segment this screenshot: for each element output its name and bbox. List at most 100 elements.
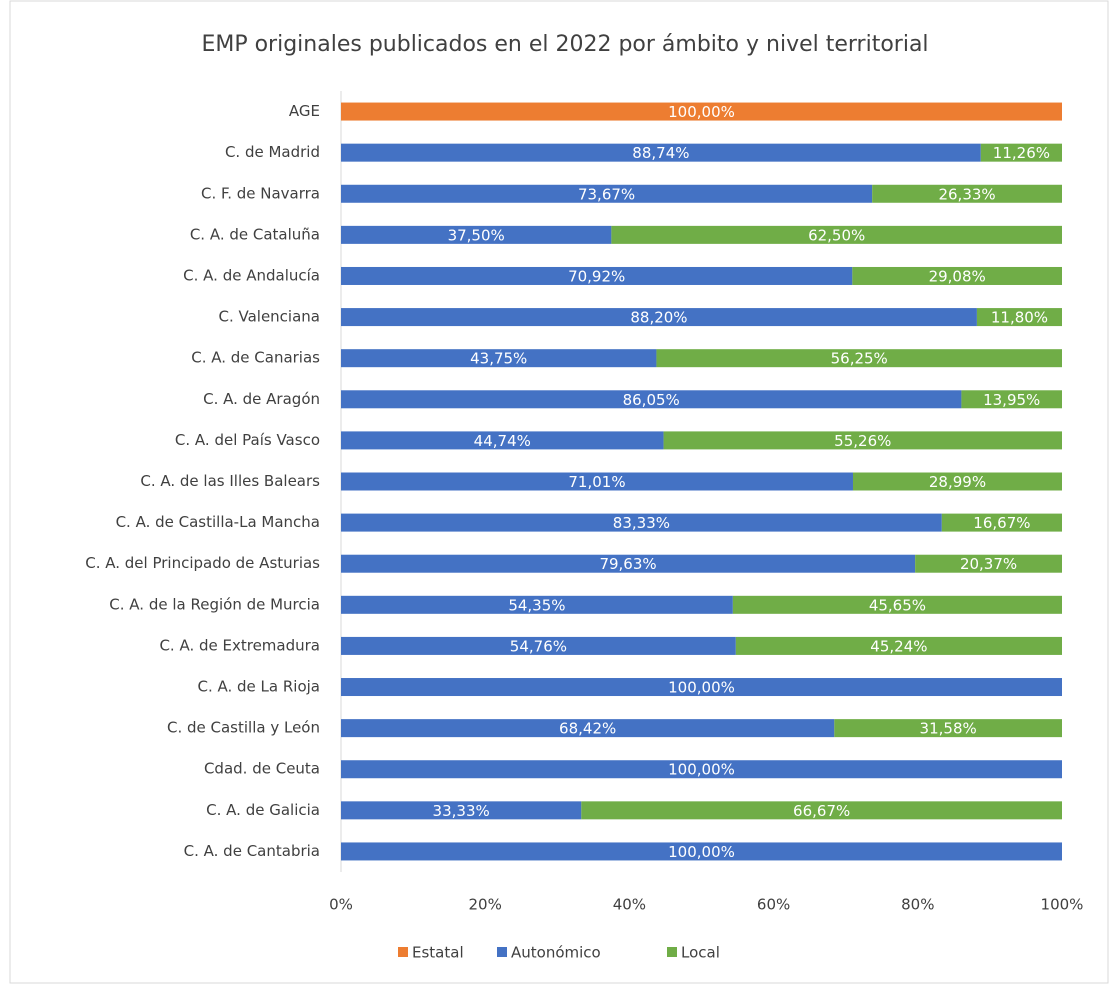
bar-segment <box>341 431 664 450</box>
bar-segment <box>341 678 1062 697</box>
bar-segment <box>735 636 1062 655</box>
bar-segment <box>852 266 1062 285</box>
y-tick-label: C. A. de Cataluña <box>190 225 320 243</box>
bar-segment <box>341 308 977 327</box>
y-tick-label: C. F. de Navarra <box>201 184 320 202</box>
bar-segment <box>980 143 1062 162</box>
y-tick-label: C. A. de las Illes Balears <box>140 472 320 490</box>
data-label: 79,63% <box>599 555 656 573</box>
y-tick-label: C. A. del País Vasco <box>175 431 320 449</box>
y-tick-label: C. A. de Galicia <box>206 801 320 819</box>
bar-segment <box>341 102 1062 121</box>
legend-swatch <box>667 947 677 957</box>
bar-segment <box>341 225 612 244</box>
data-label: 100,00% <box>668 679 735 697</box>
bar-segment <box>961 390 1062 409</box>
data-label: 73,67% <box>578 185 635 203</box>
bar-segment <box>915 554 1062 573</box>
data-label: 54,76% <box>510 637 567 655</box>
legend-label: Autonómico <box>511 944 601 962</box>
data-label: 44,74% <box>474 432 531 450</box>
bar-segment <box>341 760 1062 779</box>
data-label: 13,95% <box>983 391 1040 409</box>
bar-segment <box>581 801 1062 820</box>
data-label: 28,99% <box>929 473 986 491</box>
bar-segment <box>611 225 1062 244</box>
data-label: 100,00% <box>668 103 735 121</box>
y-tick-label: C. A. de Aragón <box>203 390 320 408</box>
bar-segment <box>341 184 873 203</box>
bar-segment <box>341 719 835 738</box>
data-label: 86,05% <box>623 391 680 409</box>
y-tick-label: C. de Madrid <box>225 143 320 161</box>
bar-segment <box>341 801 582 820</box>
data-label: 100,00% <box>668 843 735 861</box>
y-tick-label: C. A. de La Rioja <box>197 678 320 696</box>
bar-segment <box>341 636 736 655</box>
x-tick-label: 40% <box>613 896 646 914</box>
bar-segment <box>976 308 1062 327</box>
data-label: 16,67% <box>973 514 1030 532</box>
bar-segment <box>872 184 1062 203</box>
bar-segment <box>341 472 853 491</box>
data-label: 71,01% <box>568 473 625 491</box>
data-label: 55,26% <box>834 432 891 450</box>
bar-segment <box>852 472 1062 491</box>
y-tick-label: C. A. del Principado de Asturias <box>85 554 320 572</box>
bar-segment <box>732 595 1062 614</box>
x-tick-label: 60% <box>757 896 790 914</box>
data-label: 33,33% <box>433 802 490 820</box>
legend-label: Estatal <box>412 944 464 962</box>
data-label: 45,24% <box>870 637 927 655</box>
bar-segment <box>834 719 1062 738</box>
data-label: 29,08% <box>929 267 986 285</box>
data-label: 100,00% <box>668 761 735 779</box>
y-tick-label: C. A. de Castilla-La Mancha <box>116 513 320 531</box>
data-label: 88,74% <box>632 144 689 162</box>
bar-segment <box>656 349 1062 368</box>
y-tick-label: Cdad. de Ceuta <box>204 760 320 778</box>
x-tick-label: 80% <box>901 896 934 914</box>
data-label: 20,37% <box>960 555 1017 573</box>
data-label: 43,75% <box>470 350 527 368</box>
data-label: 54,35% <box>508 596 565 614</box>
y-tick-label: C. A. de la Región de Murcia <box>109 595 320 613</box>
data-label: 11,80% <box>991 309 1048 327</box>
data-label: 83,33% <box>613 514 670 532</box>
y-tick-label: C. A. de Andalucía <box>183 266 320 284</box>
data-label: 62,50% <box>808 226 865 244</box>
y-tick-label: C. A. de Canarias <box>191 349 320 367</box>
y-tick-label: C. A. de Extremadura <box>159 636 320 654</box>
data-label: 37,50% <box>448 226 505 244</box>
x-tick-label: 100% <box>1041 896 1084 914</box>
data-label: 68,42% <box>559 720 616 738</box>
data-label: 70,92% <box>568 267 625 285</box>
bar-segment <box>941 513 1062 532</box>
data-label: 11,26% <box>993 144 1050 162</box>
bar-segment <box>341 595 733 614</box>
chart-title: EMP originales publicados en el 2022 por… <box>201 32 928 57</box>
data-label: 66,67% <box>793 802 850 820</box>
y-tick-label: C. de Castilla y León <box>167 719 320 737</box>
data-label: 45,65% <box>869 596 926 614</box>
bar-segment <box>341 266 853 285</box>
y-tick-label: C. Valenciana <box>218 308 320 326</box>
bar-segment <box>663 431 1062 450</box>
legend-label: Local <box>681 944 720 962</box>
y-tick-label: AGE <box>289 102 320 120</box>
legend-swatch <box>497 947 507 957</box>
bar-segment <box>341 390 962 409</box>
data-label: 31,58% <box>920 720 977 738</box>
y-tick-label: C. A. de Cantabria <box>184 842 320 860</box>
bar-segment <box>341 513 942 532</box>
data-label: 26,33% <box>938 185 995 203</box>
bar-segment <box>341 842 1062 861</box>
data-label: 56,25% <box>831 350 888 368</box>
x-tick-label: 0% <box>329 896 353 914</box>
bar-segment <box>341 349 657 368</box>
data-label: 88,20% <box>630 309 687 327</box>
x-tick-label: 20% <box>469 896 502 914</box>
bar-segment <box>341 143 981 162</box>
bar-segment <box>341 554 916 573</box>
